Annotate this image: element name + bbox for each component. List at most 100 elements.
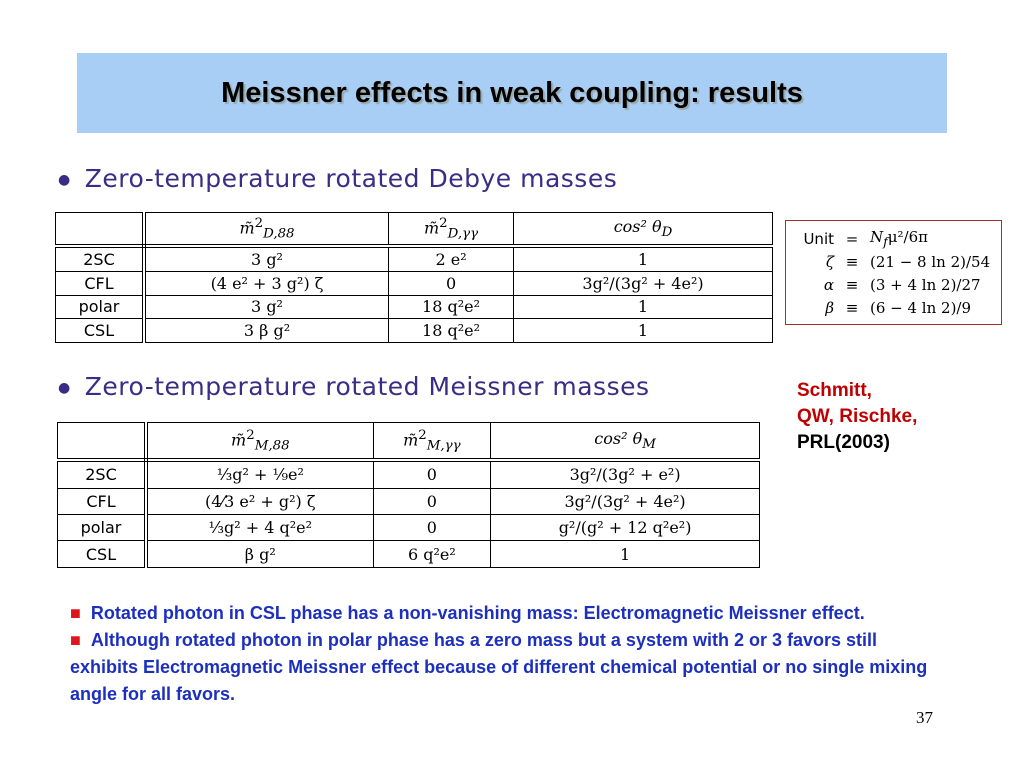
header-row: m̃2M,88 m̃2M,γγ cos² θM bbox=[57, 421, 760, 462]
cell: 2 e² bbox=[388, 245, 515, 272]
math-main: m̃ bbox=[424, 217, 440, 237]
relation: ≡ bbox=[845, 252, 859, 271]
citation: Schmitt, QW, Rischke, PRL(2003) bbox=[797, 378, 917, 456]
note: ■ Rotated photon in CSL phase has a non-v… bbox=[70, 600, 930, 627]
symbol: ζ bbox=[825, 252, 834, 271]
table-row: polar ⅓g² + 4 q²e² 0 g²/(g² + 12 q²e²) bbox=[57, 513, 760, 542]
cell: g²/(g² + 12 q²e²) bbox=[490, 513, 760, 542]
cell: ⅓g² + 4 q²e² bbox=[145, 513, 374, 542]
relation: ≡ bbox=[845, 275, 859, 294]
superscript: 2 bbox=[439, 215, 448, 231]
table-row: CFL (4 e² + 3 g²) ζ 0 3g²/(3g² + 4e²) bbox=[55, 270, 773, 296]
math-main: m̃ bbox=[239, 217, 255, 237]
notes: ■ Rotated photon in CSL phase has a non-v… bbox=[70, 600, 930, 708]
title-box: Meissner effects in weak coupling: resul… bbox=[77, 53, 947, 133]
unit-line: Unit = Nfμ²/6π bbox=[790, 227, 997, 250]
row-label: polar bbox=[57, 513, 148, 542]
math-text: (3 + 4 ln 2)/27 bbox=[870, 275, 981, 294]
note-text: Although rotated photon in polar phase h… bbox=[70, 630, 928, 704]
column-header: cos² θM bbox=[490, 421, 760, 462]
subscript: M,88 bbox=[254, 438, 290, 454]
column-header: m̃2D,γγ bbox=[388, 211, 515, 248]
relation: ≡ bbox=[845, 298, 859, 317]
expression: (21 − 8 ln 2)/54 bbox=[870, 253, 990, 271]
cell: 3g²/(3g² + 4e²) bbox=[513, 270, 773, 296]
row-label: 2SC bbox=[55, 245, 146, 272]
expression: (3 + 4 ln 2)/27 bbox=[870, 276, 981, 294]
debye-table: m̃2D,88 m̃2D,γγ cos² θD 2SC 3 g² 2 e² 1 CFL (4 e… bbox=[55, 211, 773, 343]
subscript: M bbox=[642, 436, 656, 452]
unit-line: α ≡ (3 + 4 ln 2)/27 bbox=[790, 273, 997, 296]
math-text: (21 − 8 ln 2)/54 bbox=[870, 252, 991, 271]
cell: (4 e² + 3 g²) ζ bbox=[143, 270, 390, 296]
cell: 0 bbox=[372, 459, 492, 489]
table-row: CFL (4⁄3 e² + g²) ζ 0 3g²/(3g² + 4e²) bbox=[57, 487, 760, 516]
relation: = bbox=[845, 229, 859, 248]
cell: 1 bbox=[513, 318, 773, 343]
cell: 18 q²e² bbox=[388, 318, 515, 343]
symbol: α bbox=[823, 275, 834, 294]
section-heading: Zero-temperature rotated Meissner masses bbox=[58, 372, 650, 401]
header-row: m̃2D,88 m̃2D,γγ cos² θD bbox=[55, 211, 773, 248]
math-main: cos² θ bbox=[613, 216, 662, 236]
cell: 0 bbox=[388, 270, 515, 296]
column-header: m̃2D,88 bbox=[143, 211, 390, 248]
row-label: CFL bbox=[55, 270, 146, 296]
page-number: 37 bbox=[916, 708, 933, 727]
symbol: Unit bbox=[803, 229, 834, 248]
expression: Nfμ²/6π bbox=[870, 228, 928, 249]
subscript: f bbox=[883, 234, 888, 249]
row-label: CSL bbox=[55, 318, 146, 343]
cell: (4⁄3 e² + g²) ζ bbox=[145, 487, 374, 516]
author: Schmitt, bbox=[797, 380, 872, 401]
cell: 1 bbox=[490, 540, 760, 568]
section-heading: Zero-temperature rotated Debye masses bbox=[58, 164, 617, 193]
note: ■ Although rotated photon in polar phase … bbox=[70, 627, 930, 708]
unit-line: β ≡ (6 − 4 ln 2)/9 bbox=[790, 296, 997, 319]
cell: 18 q²e² bbox=[388, 294, 515, 320]
math-main: m̃ bbox=[403, 429, 419, 449]
column-header: m̃2M,88 bbox=[145, 421, 374, 462]
cell: 3 g² bbox=[143, 245, 390, 272]
superscript: 2 bbox=[246, 427, 255, 443]
subscript: D bbox=[661, 224, 673, 240]
cell: 3 β g² bbox=[143, 318, 390, 343]
journal: PRL(2003) bbox=[797, 432, 890, 453]
row-label: 2SC bbox=[57, 459, 148, 489]
table-row: CSL β g² 6 q²e² 1 bbox=[57, 540, 760, 568]
unit-line: ζ ≡ (21 − 8 ln 2)/54 bbox=[790, 250, 997, 273]
table-row: 2SC ⅓g² + ⅑e² 0 3g²/(3g² + e²) bbox=[57, 459, 760, 489]
title: Meissner effects in weak coupling: resul… bbox=[221, 76, 803, 109]
subscript: D,γγ bbox=[447, 226, 479, 242]
row-label: polar bbox=[55, 294, 146, 320]
math-main: N bbox=[870, 228, 884, 246]
cell: ⅓g² + ⅑e² bbox=[145, 459, 374, 489]
subscript: D,88 bbox=[263, 226, 295, 242]
corner-cell bbox=[55, 211, 146, 248]
unit-box: Unit = Nfμ²/6π ζ ≡ (21 − 8 ln 2)/54 α ≡ (3 + 4 l… bbox=[785, 220, 1002, 325]
math-main: cos² θ bbox=[594, 428, 643, 448]
row-label: CFL bbox=[57, 487, 148, 516]
row-label: CSL bbox=[57, 540, 148, 568]
cell: 0 bbox=[372, 513, 492, 542]
table-row: CSL 3 β g² 18 q²e² 1 bbox=[55, 318, 773, 343]
cell: 1 bbox=[513, 245, 773, 272]
author: QW, Rischke, bbox=[797, 406, 918, 427]
column-header: cos² θD bbox=[513, 211, 773, 248]
symbol: β bbox=[825, 298, 834, 317]
superscript: 2 bbox=[254, 215, 264, 231]
meissner-table: m̃2M,88 m̃2M,γγ cos² θM 2SC ⅓g² + ⅑e² 0 3g²/(3… bbox=[57, 421, 760, 568]
bullet: ■ bbox=[70, 603, 81, 623]
subscript: M,γγ bbox=[426, 438, 461, 454]
table-row: 2SC 3 g² 2 e² 1 bbox=[55, 245, 773, 272]
cell: 0 bbox=[372, 487, 492, 516]
math-main: m̃ bbox=[231, 429, 247, 449]
cell: 3g²/(3g² + 4e²) bbox=[490, 487, 760, 516]
column-header: m̃2M,γγ bbox=[372, 421, 492, 462]
superscript: 2 bbox=[418, 427, 427, 443]
bullet: ■ bbox=[70, 630, 81, 650]
corner-cell bbox=[57, 421, 148, 462]
cell: 6 q²e² bbox=[372, 540, 492, 568]
table-row: polar 3 g² 18 q²e² 1 bbox=[55, 294, 773, 320]
